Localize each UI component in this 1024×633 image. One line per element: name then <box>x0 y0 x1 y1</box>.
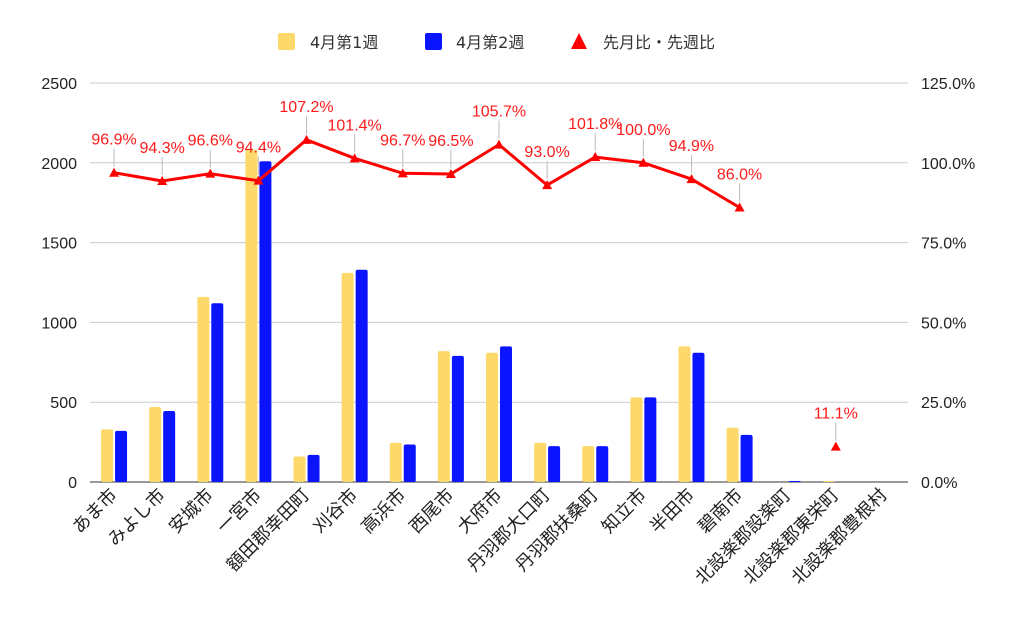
bar-week1 <box>534 442 547 482</box>
legend-label-week2: 4月第2週 <box>456 33 524 52</box>
bar-week1 <box>678 346 691 482</box>
ratio-point <box>349 153 360 163</box>
bar-week2 <box>115 430 128 482</box>
bar-week2 <box>740 434 753 482</box>
y-left-tick-label: 1500 <box>41 236 77 253</box>
bar-week2 <box>403 444 416 482</box>
ratio-point <box>397 168 408 178</box>
ratio-point <box>830 441 841 451</box>
ratio-data-label: 96.7% <box>380 132 425 149</box>
ratio-point <box>638 157 649 167</box>
ratio-data-label: 93.0% <box>524 144 569 161</box>
y-left-tick-label: 500 <box>50 395 77 412</box>
ratio-point <box>686 174 697 184</box>
legend: 4月第1週 4月第2週 先月比・先週比 <box>278 33 715 52</box>
bar-week1 <box>149 406 162 482</box>
legend-triangle-icon <box>571 33 587 49</box>
ratio-data-label: 107.2% <box>279 99 333 116</box>
bar-week1 <box>389 442 402 482</box>
bar-week2 <box>355 269 368 482</box>
bar-week2 <box>548 446 561 482</box>
y-right-tick-label: 50.0% <box>921 315 966 332</box>
ratio-point <box>205 168 216 178</box>
bar-week2 <box>500 346 512 482</box>
ratio-data-label: 94.9% <box>669 138 714 155</box>
bar-week1 <box>437 351 450 482</box>
x-category-label: 高浜市 <box>357 485 410 538</box>
ratio-data-label: 11.1% <box>814 406 858 423</box>
bar-week1 <box>101 429 114 482</box>
bar-week1 <box>822 481 835 482</box>
ratio-point <box>542 180 553 190</box>
ratio-data-label: 96.9% <box>91 132 136 149</box>
y-left-tick-label: 2000 <box>41 156 77 173</box>
ratio-data-label: 86.0% <box>717 166 762 183</box>
bar-week2 <box>211 303 224 482</box>
y-left-tick-label: 1000 <box>41 315 77 332</box>
ratio-line-path <box>113 138 741 209</box>
y-right-tick-label: 0.0% <box>921 475 957 492</box>
x-category-label: 安城市 <box>165 485 218 538</box>
x-category-label: 知立市 <box>598 485 651 538</box>
y-left-tick-label: 2500 <box>41 76 77 93</box>
gridlines <box>90 82 908 483</box>
ratio-data-label: 105.7% <box>472 104 526 121</box>
data-labels: 96.9% 94.3% 96.6% 94.4% 107.2%101.4%96.7% 96.… <box>91 99 858 441</box>
ratio-data-label: 94.3% <box>139 140 184 157</box>
ratio-data-label: 96.6% <box>188 133 233 150</box>
x-category-label: 半田市 <box>646 485 699 538</box>
ratio-point <box>590 152 601 162</box>
y-right-tick-label: 100.0% <box>921 156 975 173</box>
bar-week1 <box>245 150 258 483</box>
bar-week2 <box>788 481 801 482</box>
ratio-data-label: 101.8% <box>568 116 622 133</box>
ratio-data-label: 101.4% <box>328 117 382 134</box>
bar-week2 <box>596 446 609 482</box>
ratio-data-label: 94.4% <box>236 140 281 157</box>
bars <box>101 150 835 483</box>
x-category-label: 刈谷市 <box>309 485 362 538</box>
bar-week2 <box>163 410 176 482</box>
bar-week1 <box>197 296 210 482</box>
x-category-label: 西尾市 <box>405 485 458 538</box>
bar-week2 <box>451 355 464 482</box>
y-left-tick-label: 0 <box>68 475 77 492</box>
bar-week2 <box>692 352 705 482</box>
ratio-point <box>109 167 120 177</box>
bar-week1 <box>293 456 306 482</box>
ratio-data-label: 96.5% <box>428 133 473 150</box>
bar-week1 <box>341 272 354 482</box>
ratio-point <box>301 134 312 144</box>
ratio-data-label: 100.0% <box>616 122 670 139</box>
bar-week2 <box>644 397 657 482</box>
bar-week1 <box>630 397 643 482</box>
bar-week2 <box>259 161 272 483</box>
ratio-point <box>494 139 504 149</box>
legend-swatch-week2 <box>425 33 442 50</box>
y-right-tick-label: 75.0% <box>921 236 966 253</box>
y-right-tick-label: 125.0% <box>921 76 975 93</box>
bar-week2 <box>307 454 320 482</box>
ratio-point <box>157 175 168 185</box>
legend-label-week1: 4月第1週 <box>310 33 378 52</box>
legend-swatch-week1 <box>278 33 295 50</box>
legend-label-ratio: 先月比・先週比 <box>603 33 715 52</box>
y-right-tick-label: 25.0% <box>921 395 966 412</box>
bar-week1 <box>726 427 739 482</box>
ratio-point <box>253 175 264 185</box>
bar-week1 <box>582 446 595 482</box>
ratio-line <box>109 134 841 451</box>
bar-week1 <box>486 352 498 482</box>
ratio-point <box>734 202 745 212</box>
ratio-point <box>445 168 456 178</box>
